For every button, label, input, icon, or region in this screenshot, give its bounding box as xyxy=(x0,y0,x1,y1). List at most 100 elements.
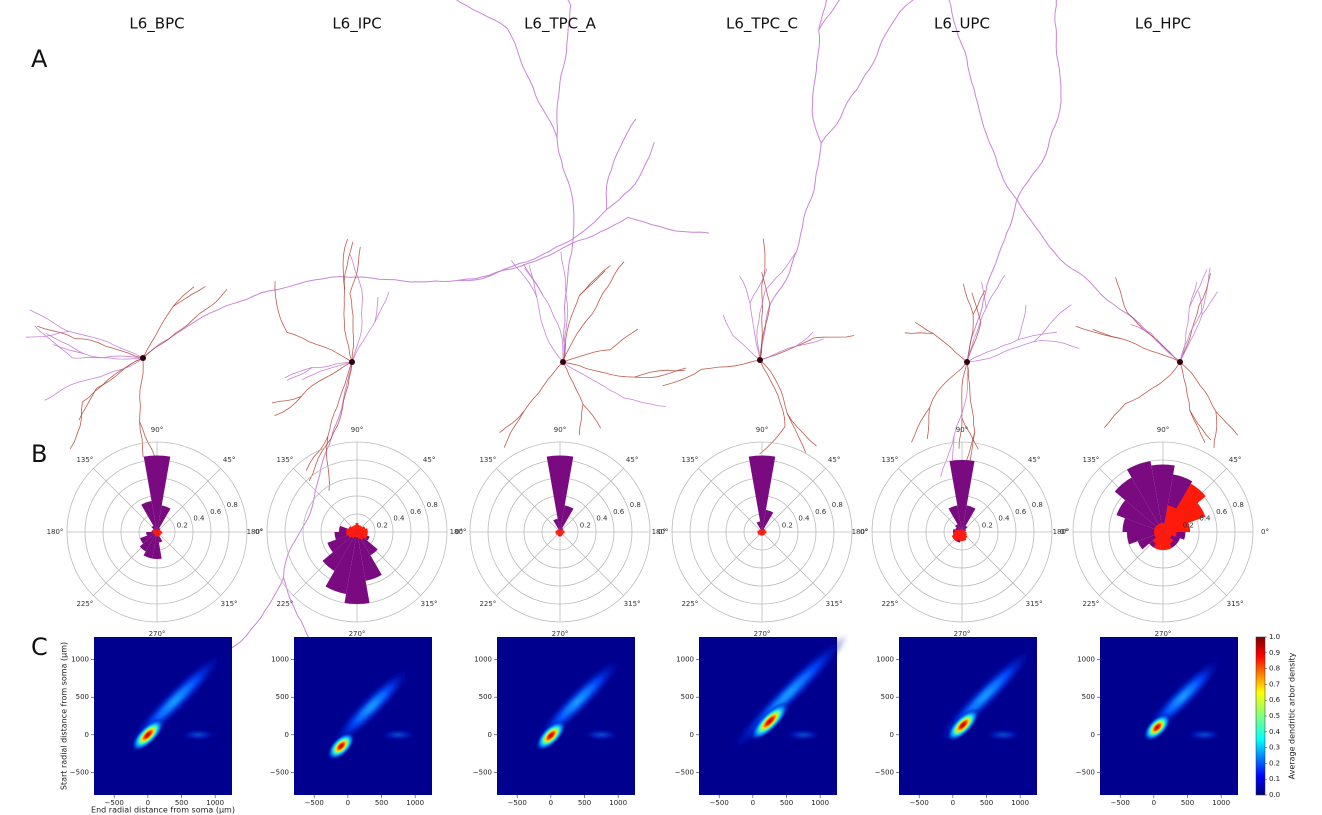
colorbar-tick-label: 0.7 xyxy=(1269,680,1280,688)
polar-grid-spoke xyxy=(962,532,1026,596)
x-tick-label: 0 xyxy=(1152,799,1156,807)
neurite xyxy=(635,368,687,378)
y-axis-label: Start radial distance from soma (μm) xyxy=(60,642,69,790)
angle-tick-label: 135° xyxy=(881,456,898,464)
angle-tick-label: 225° xyxy=(681,600,698,608)
y-tick-label: 0 xyxy=(690,731,694,739)
neurite xyxy=(528,0,571,5)
y-tick-label: 1000 xyxy=(71,656,89,664)
density-map: −50005001000−50005001000End radial dista… xyxy=(60,637,235,815)
angle-tick-label: 90° xyxy=(756,426,768,434)
neurite xyxy=(275,396,302,415)
neurite xyxy=(978,105,1180,363)
neurite xyxy=(1180,315,1202,362)
polar-grid-spoke xyxy=(762,532,826,596)
neurite xyxy=(927,407,930,439)
neurite xyxy=(173,286,205,306)
y-tick-label: 1000 xyxy=(271,656,289,664)
panel-label: B xyxy=(31,440,47,468)
x-tick-label: −500 xyxy=(508,799,527,807)
polar-chart: 0°45°90°135°180°225°270°315°0.20.40.60.8 xyxy=(450,426,666,638)
neurite xyxy=(563,350,610,362)
polar-grid-spoke xyxy=(560,468,624,532)
neurite xyxy=(561,252,566,287)
neurite xyxy=(624,398,666,407)
neurite xyxy=(600,262,625,300)
x-tick-label: −500 xyxy=(1111,799,1130,807)
angle-tick-label: 225° xyxy=(479,600,496,608)
polar-grid-spoke xyxy=(560,532,624,596)
panel-label: C xyxy=(31,633,48,661)
y-tick-label: 0 xyxy=(488,731,492,739)
y-tick-label: −500 xyxy=(675,768,694,776)
density-map: −50005001000−50005001000 xyxy=(675,628,855,807)
density-map: −50005001000−50005001000 xyxy=(270,637,432,807)
neurite xyxy=(143,314,200,359)
neurite xyxy=(447,0,507,29)
angle-tick-label: 315° xyxy=(421,600,438,608)
angle-tick-label: 45° xyxy=(1229,456,1241,464)
neurite xyxy=(1034,341,1079,349)
neurite xyxy=(819,0,858,30)
angle-tick-label: 90° xyxy=(351,426,363,434)
angle-tick-label: 180° xyxy=(1053,528,1070,536)
neurite xyxy=(200,289,227,313)
radial-tick-label: 0.2 xyxy=(782,521,793,529)
radial-tick-label: 0.6 xyxy=(1216,508,1228,516)
y-tick-label: −500 xyxy=(1076,768,1095,776)
soma xyxy=(1177,359,1183,365)
radial-tick-label: 0.2 xyxy=(982,521,993,529)
radial-tick-label: 0.2 xyxy=(177,521,188,529)
neurite xyxy=(69,332,143,359)
neurite xyxy=(760,346,796,360)
radial-tick-label: 0.2 xyxy=(580,521,591,529)
radial-tick-label: 0.6 xyxy=(410,508,422,516)
soma xyxy=(560,359,566,365)
column-title: L6_TPC_A xyxy=(524,15,597,34)
neurite xyxy=(1180,362,1216,412)
neurite xyxy=(143,306,173,358)
x-tick-label: 500 xyxy=(1181,799,1194,807)
angle-tick-label: 90° xyxy=(956,426,968,434)
angle-tick-label: 315° xyxy=(624,600,641,608)
x-tick-label: 500 xyxy=(980,799,993,807)
neurite xyxy=(75,339,143,358)
polar-chart: 0°45°90°135°180°225°270°315°0.20.40.60.8 xyxy=(652,426,868,638)
colorbar xyxy=(1256,637,1265,795)
x-tick-label: 1000 xyxy=(1212,799,1230,807)
angle-tick-label: 45° xyxy=(828,456,840,464)
neurite xyxy=(967,341,1034,362)
radial-tick-label: 0.4 xyxy=(596,515,608,523)
neurite xyxy=(750,303,760,360)
x-tick-label: 500 xyxy=(375,799,388,807)
y-tick-label: −500 xyxy=(473,768,492,776)
neurite xyxy=(543,296,563,362)
angle-tick-label: 180° xyxy=(450,528,467,536)
neurite xyxy=(287,332,352,362)
y-tick-label: 1000 xyxy=(474,656,492,664)
column-title: L6_BPC xyxy=(129,15,184,34)
neurite xyxy=(508,29,557,138)
neurite xyxy=(1121,339,1180,363)
y-tick-label: 0 xyxy=(1091,731,1095,739)
neurite xyxy=(173,287,194,307)
angle-tick-label: 270° xyxy=(552,630,569,638)
y-tick-label: −500 xyxy=(270,768,289,776)
y-tick-label: 500 xyxy=(479,693,492,701)
neurite xyxy=(1190,410,1205,442)
neurite xyxy=(563,362,624,398)
radial-tick-label: 0.8 xyxy=(227,501,238,509)
angle-tick-label: 225° xyxy=(1082,600,1099,608)
angle-tick-label: 315° xyxy=(826,600,843,608)
polar-grid-spoke xyxy=(698,468,762,532)
column-title: L6_UPC xyxy=(934,15,990,34)
x-tick-label: 500 xyxy=(578,799,591,807)
radial-tick-label: 0.4 xyxy=(998,515,1010,523)
polar-grid-spoke xyxy=(962,468,1026,532)
soma xyxy=(964,359,970,365)
neurite xyxy=(563,300,600,362)
neurite xyxy=(812,30,821,143)
colorbar-tick-label: 0.5 xyxy=(1269,712,1280,720)
y-tick-label: 500 xyxy=(276,693,289,701)
y-tick-label: 1000 xyxy=(676,656,694,664)
